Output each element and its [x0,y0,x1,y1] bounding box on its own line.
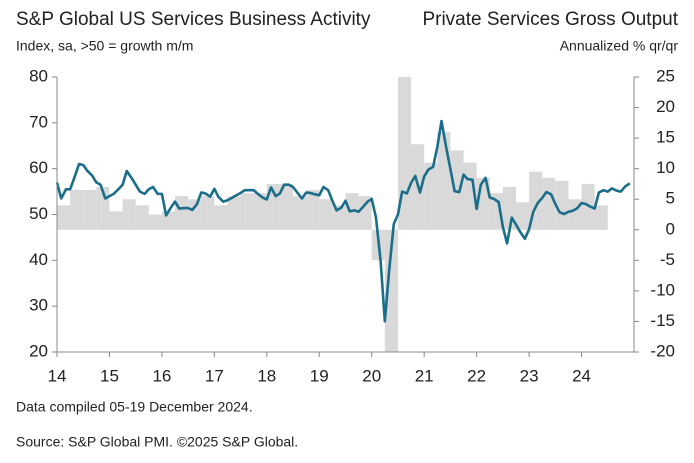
bar [214,205,228,230]
bar [332,205,346,230]
y2-tick-label: 25 [656,66,675,85]
y-tick-label: 50 [29,204,48,223]
bar [555,180,569,230]
bar [253,193,267,230]
bar [227,196,241,230]
bar [293,196,307,230]
bar [135,205,149,230]
bar [148,214,162,230]
y2-tick-label: 0 [666,219,675,238]
y-axis-label: Index, sa, >50 = growth m/m [16,38,193,54]
x-tick-label: 14 [48,366,67,385]
y-tick-label: 40 [29,250,48,269]
y2-tick-label: 15 [656,128,675,147]
x-tick-label: 21 [415,366,434,385]
lines [55,119,631,323]
bar [581,183,595,230]
line [55,119,631,323]
bar [450,150,464,230]
bar [70,190,84,230]
y2-tick-label: -15 [650,311,675,330]
bars [57,77,608,352]
bar [188,199,202,230]
bar [384,229,398,352]
right-title: Private Services Gross Output [422,9,678,30]
x-tick-label: 19 [310,366,329,385]
y-tick-label: 60 [29,158,48,177]
x-tick-label: 22 [467,366,486,385]
bar [437,132,451,230]
y-tick-label: 70 [29,112,48,131]
y-tick-label: 80 [29,66,48,85]
bar [109,211,123,230]
x-tick-label: 23 [520,366,539,385]
y-tick-label: 20 [29,341,48,360]
bar [542,177,556,230]
x-tick-label: 24 [572,366,591,385]
y2-tick-label: 20 [656,97,675,116]
y2-tick-label: 10 [656,158,675,177]
x-tick-label: 15 [100,366,119,385]
y2-tick-label: -5 [660,250,675,269]
bar [424,162,438,230]
note: Source: S&P Global PMI. ©2025 S&P Global… [16,434,298,450]
y2-axis-label: Annualized % qr/qr [560,38,679,54]
bar [306,190,320,230]
bar [358,196,372,230]
x-tick-label: 17 [205,366,224,385]
bar [175,196,189,230]
bar [122,199,136,230]
x-tick-label: 16 [152,366,171,385]
bar [161,211,176,230]
bar [279,183,294,230]
y2-tick-label: 5 [666,189,675,208]
note: Data compiled 05-19 December 2024. [16,399,253,415]
y2-tick-label: -20 [650,341,675,360]
bar [240,193,254,230]
bar [57,205,71,230]
bar [201,196,215,230]
left-title: S&P Global US Services Business Activity [16,9,371,30]
bar [83,190,97,230]
bar [515,202,530,230]
x-tick-label: 20 [362,366,381,385]
bar [319,199,333,230]
y-tick-label: 30 [29,296,48,315]
x-tick-label: 18 [257,366,276,385]
y2-tick-label: -10 [650,280,675,299]
bar [594,205,608,230]
